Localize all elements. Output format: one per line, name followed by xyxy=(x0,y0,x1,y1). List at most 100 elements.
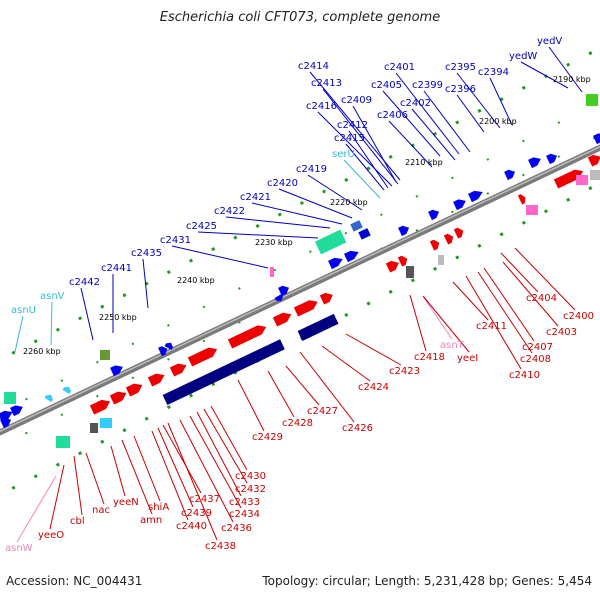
gene-arrow xyxy=(164,342,173,350)
gene-label: c2414 xyxy=(298,61,329,72)
gene-features xyxy=(0,94,600,448)
gene-label: c2408 xyxy=(520,354,551,365)
gene-label: c2421 xyxy=(240,192,271,203)
trna-feature xyxy=(576,175,588,185)
gene-arrow xyxy=(10,405,23,417)
gene-label: c2420 xyxy=(267,178,298,189)
leader-line xyxy=(456,72,501,129)
gene-arrow xyxy=(468,190,483,203)
misc-feature xyxy=(586,94,598,106)
gene-label: c2441 xyxy=(101,263,132,274)
leader-line xyxy=(423,90,471,153)
gene-arrow xyxy=(397,255,408,267)
leader-line xyxy=(50,301,53,346)
gene-arrow xyxy=(274,294,283,302)
gene-label: c2438 xyxy=(205,541,236,552)
leader-line xyxy=(251,202,343,225)
leader-line xyxy=(49,464,65,530)
gene-label: c2416 xyxy=(306,101,337,112)
gene-label: c2403 xyxy=(546,327,577,338)
gene-label: c2407 xyxy=(522,342,553,353)
gene-label: shiA xyxy=(148,502,169,513)
gene-label: yedV xyxy=(537,36,562,47)
gene-label: asnT xyxy=(440,340,465,351)
gene-label: c2427 xyxy=(307,406,338,417)
misc-feature xyxy=(438,255,444,265)
leader-line xyxy=(411,108,456,161)
leader-line xyxy=(179,419,234,523)
leader-line xyxy=(500,252,539,293)
gene-arrow xyxy=(169,363,187,377)
scale-tick-label: 2230 kbp xyxy=(255,238,293,247)
leader-line xyxy=(16,475,57,543)
gene-arrow xyxy=(429,239,440,251)
misc-feature xyxy=(350,220,363,232)
leader-line xyxy=(162,424,202,494)
leader-line xyxy=(267,370,295,418)
scale-tick-label: 2260 kbp xyxy=(23,347,61,356)
gene-label: c2425 xyxy=(186,221,217,232)
trna-feature xyxy=(526,205,538,215)
leader-line xyxy=(489,77,513,126)
gene-label: c2418 xyxy=(414,352,445,363)
gene-arrow xyxy=(593,133,600,145)
gene-arrow xyxy=(44,394,53,402)
gene-label: amn xyxy=(140,515,162,526)
gene-label: c2423 xyxy=(389,366,420,377)
gene-label: c2424 xyxy=(358,382,389,393)
leader-line xyxy=(151,430,189,521)
gene-label: c2413 xyxy=(311,78,342,89)
gene-label: c2395 xyxy=(445,62,476,73)
gene-label: cbl xyxy=(70,516,85,527)
leader-line xyxy=(73,455,83,516)
misc-feature xyxy=(90,423,98,433)
leader-line xyxy=(456,94,485,133)
gene-arrow xyxy=(109,391,127,405)
gene-label: asnU xyxy=(11,305,36,316)
operon-bar xyxy=(297,313,339,341)
gene-arrow xyxy=(428,209,440,221)
scale-tick-label: 2250 kbp xyxy=(99,313,137,322)
gene-label: c2437 xyxy=(189,494,220,505)
leader-line xyxy=(348,130,389,189)
leader-line xyxy=(395,72,460,155)
leader-line xyxy=(133,435,161,502)
gene-label: c2401 xyxy=(384,62,415,73)
gene-arrow xyxy=(504,169,516,181)
gene-label: c2439 xyxy=(181,508,212,519)
genome-title: Escherichia coli CFT073, complete genome xyxy=(159,10,441,25)
gene-arrow xyxy=(272,312,292,327)
operon-bar xyxy=(162,339,285,405)
gene-label: c2400 xyxy=(563,311,594,322)
gene-label: c2426 xyxy=(342,423,373,434)
leader-line xyxy=(171,245,269,269)
leader-line xyxy=(345,143,385,191)
rna-feature xyxy=(100,418,112,428)
gene-arrow xyxy=(328,257,343,270)
leader-line xyxy=(409,294,427,352)
gene-label: asnW xyxy=(5,543,33,554)
genome-backbone-highlight xyxy=(0,145,600,433)
leader-line xyxy=(80,287,94,341)
gene-label: nac xyxy=(92,505,110,516)
leader-line xyxy=(85,452,105,505)
leader-line xyxy=(477,271,533,354)
misc-feature xyxy=(590,170,600,180)
gene-label: c2431 xyxy=(160,235,191,246)
gene-label: c2440 xyxy=(176,521,207,532)
gene-label: c2430 xyxy=(235,471,266,482)
gene-arrow xyxy=(553,169,584,189)
leader-line xyxy=(422,295,470,353)
gene-label: serU xyxy=(332,149,355,160)
gene-label: yeeO xyxy=(38,530,64,541)
leader-line xyxy=(388,120,433,168)
leader-line xyxy=(142,258,149,309)
gene-arrow xyxy=(187,347,218,367)
gene-arrow xyxy=(528,157,541,169)
leader-line xyxy=(352,105,397,183)
gene-label: c2419 xyxy=(296,164,327,175)
leader-line xyxy=(210,405,248,471)
gene-label: c2432 xyxy=(235,484,266,495)
gene-arrow xyxy=(227,325,267,349)
